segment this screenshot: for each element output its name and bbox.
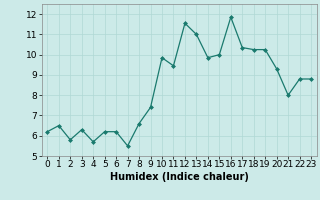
X-axis label: Humidex (Indice chaleur): Humidex (Indice chaleur) — [110, 172, 249, 182]
